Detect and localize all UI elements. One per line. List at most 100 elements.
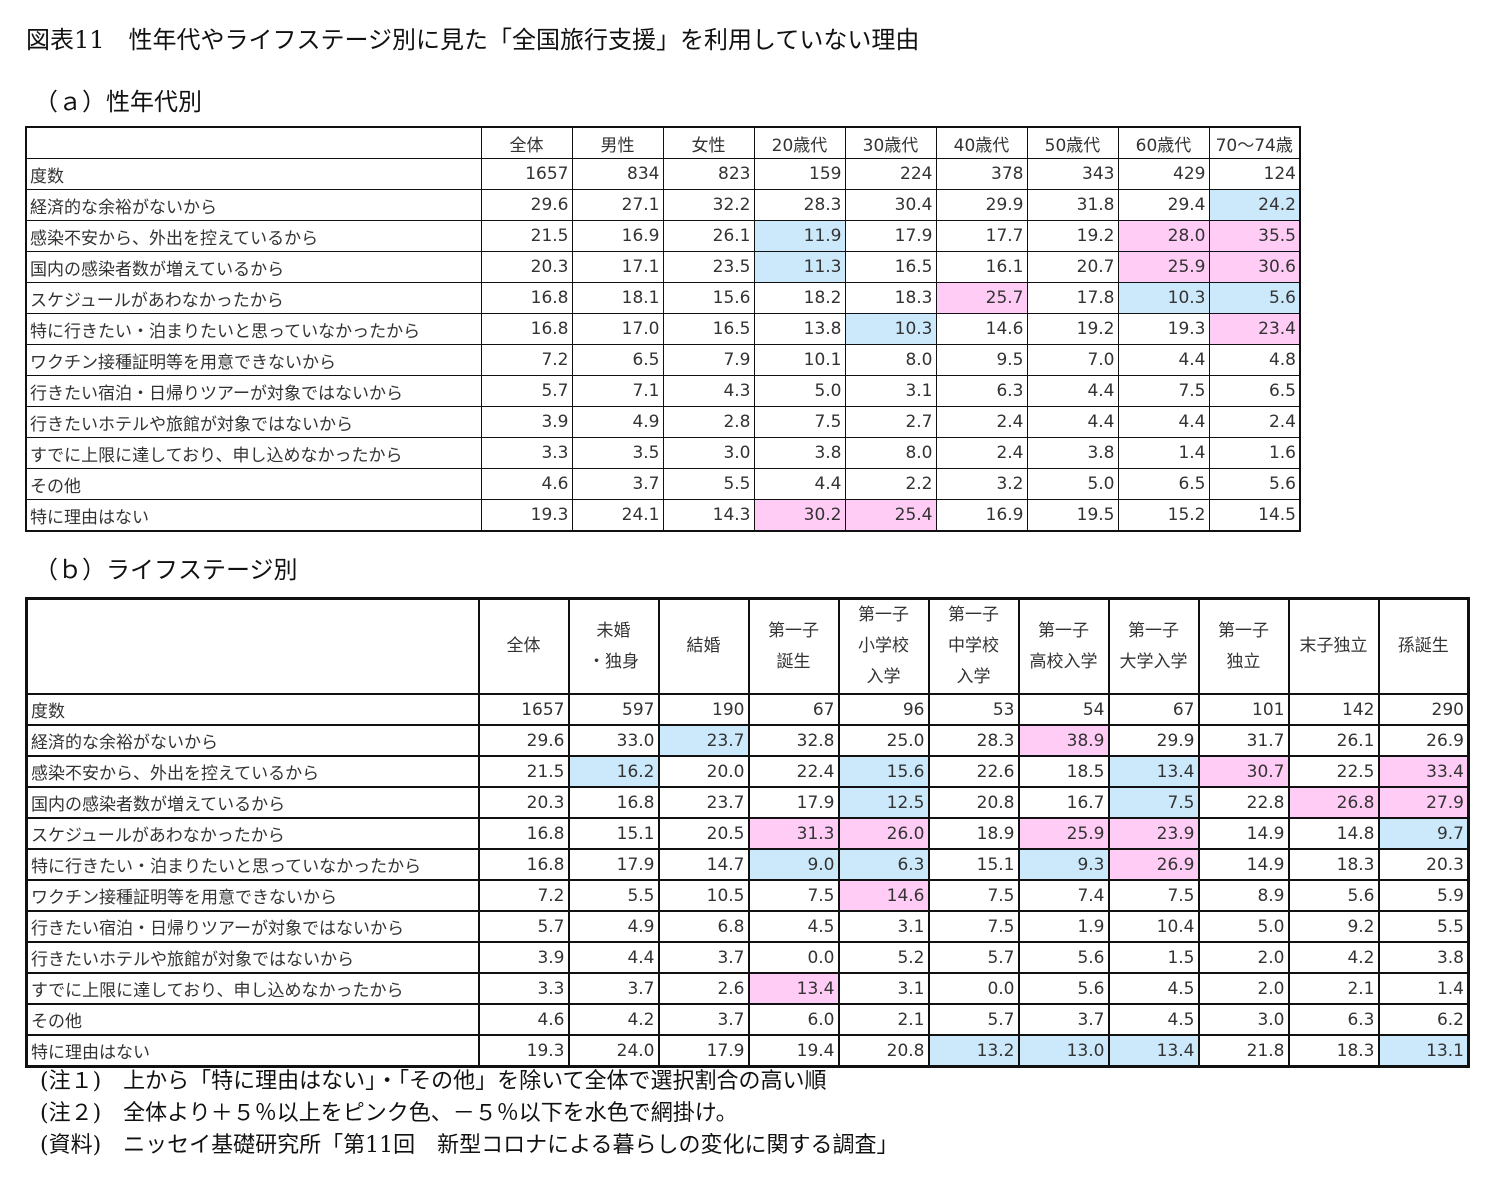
data-cell: 18.9 <box>927 817 1020 850</box>
column-header: 末子独立 <box>1287 597 1380 695</box>
data-cell: 6.3 <box>837 848 930 881</box>
data-cell: 16.9 <box>935 499 1028 532</box>
data-cell: 429 <box>1117 158 1210 190</box>
column-header: 男性 <box>571 126 664 159</box>
data-cell: 4.8 <box>1208 344 1301 376</box>
data-cell: 9.7 <box>1377 817 1470 850</box>
table-row: 特に理由はない 19.3 24.1 14.3 30.2 25.4 16.9 19.5 15.2 1… <box>25 499 1301 532</box>
data-cell: 7.5 <box>1117 375 1210 407</box>
data-cell: 4.6 <box>477 1003 570 1036</box>
data-cell: 0.0 <box>747 941 840 974</box>
data-cell: 67 <box>1107 693 1200 726</box>
row-label: 行きたいホテルや旅館が対象ではないから <box>25 406 482 438</box>
data-cell: 26.1 <box>662 220 755 252</box>
footnotes: (注１) 上から「特に理由はない」・「その他」を除いて全体で選択割合の高い順 (… <box>40 1066 899 1162</box>
data-cell: 22.6 <box>927 755 1020 788</box>
row-label: スケジュールがあわなかったから <box>25 282 482 314</box>
column-header: 女性 <box>662 126 755 159</box>
column-header: 60歳代 <box>1117 126 1210 159</box>
table-by-life-stage: 全体 未婚 ・独身 結婚 第一子 誕生 第一子 小学校 入学 第一子 中学校 入学 第一子 高校入学 第一子… <box>25 597 1470 1068</box>
table-row: 経済的な余裕がないから 29.6 27.1 32.2 28.3 30.4 29.9 31.8 2… <box>25 189 1301 221</box>
data-cell: 24.2 <box>1208 189 1301 221</box>
data-cell: 16.2 <box>567 755 660 788</box>
data-cell: 4.3 <box>662 375 755 407</box>
data-cell: 5.5 <box>662 468 755 500</box>
column-header: 結婚 <box>657 597 750 695</box>
data-cell: 16.8 <box>480 313 573 345</box>
data-cell: 6.3 <box>1287 1003 1380 1036</box>
data-cell: 29.9 <box>935 189 1028 221</box>
data-cell: 17.9 <box>567 848 660 881</box>
data-cell: 1657 <box>480 158 573 190</box>
data-cell: 0.0 <box>927 972 1020 1005</box>
data-cell: 834 <box>571 158 664 190</box>
data-cell: 29.6 <box>477 724 570 757</box>
data-cell: 15.6 <box>837 755 930 788</box>
data-cell: 5.5 <box>1377 910 1470 943</box>
row-label: 特に行きたい・泊まりたいと思っていなかったから <box>25 848 480 881</box>
data-cell: 7.2 <box>480 344 573 376</box>
data-cell: 3.0 <box>1197 1003 1290 1036</box>
table-row: 行きたい宿泊・日帰りツアーが対象ではないから 5.7 4.9 6.8 4.5 3.1 7.5… <box>25 910 1470 943</box>
table-row: 度数 1657 834 823 159 224 378 343 429 124 <box>25 158 1301 190</box>
data-cell: 13.8 <box>753 313 846 345</box>
row-label: ワクチン接種証明等を用意できないから <box>25 879 480 912</box>
data-cell: 22.8 <box>1197 786 1290 819</box>
data-cell: 8.0 <box>844 437 937 469</box>
table-row: その他 4.6 4.2 3.7 6.0 2.1 5.7 3.7 4.5 3.0 6.3 6.2 <box>25 1003 1470 1036</box>
data-cell: 22.4 <box>747 755 840 788</box>
column-header: 70～74歳 <box>1208 126 1301 159</box>
table-row: 国内の感染者数が増えているから 20.3 17.1 23.5 11.3 16.5 16.1 2… <box>25 251 1301 283</box>
data-cell: 15.6 <box>662 282 755 314</box>
data-cell: 16.7 <box>1017 786 1110 819</box>
data-cell: 23.4 <box>1208 313 1301 345</box>
data-cell: 4.4 <box>1117 406 1210 438</box>
data-cell: 10.4 <box>1107 910 1200 943</box>
data-cell: 18.1 <box>571 282 664 314</box>
table-row: すでに上限に達しており、申し込めなかったから 3.3 3.7 2.6 13.4 3.1 0.… <box>25 972 1470 1005</box>
data-cell: 25.9 <box>1117 251 1210 283</box>
data-cell: 26.0 <box>837 817 930 850</box>
data-cell: 4.4 <box>567 941 660 974</box>
data-cell: 21.5 <box>477 755 570 788</box>
data-cell: 29.9 <box>1107 724 1200 757</box>
data-cell: 2.0 <box>1197 972 1290 1005</box>
data-cell: 1657 <box>477 693 570 726</box>
data-cell: 15.1 <box>567 817 660 850</box>
table-row: 経済的な余裕がないから 29.6 33.0 23.7 32.8 25.0 28.3 38.9 2… <box>25 724 1470 757</box>
data-cell: 2.1 <box>837 1003 930 1036</box>
data-cell: 14.3 <box>662 499 755 532</box>
data-cell: 30.6 <box>1208 251 1301 283</box>
data-cell: 20.3 <box>1377 848 1470 881</box>
data-cell: 3.3 <box>480 437 573 469</box>
data-cell: 1.4 <box>1117 437 1210 469</box>
table-a-header-row: 全体 男性 女性 20歳代 30歳代 40歳代 50歳代 60歳代 70～74歳 <box>25 126 1301 159</box>
data-cell: 3.1 <box>837 910 930 943</box>
data-cell: 9.5 <box>935 344 1028 376</box>
data-cell: 67 <box>747 693 840 726</box>
data-cell: 25.0 <box>837 724 930 757</box>
data-cell: 28.0 <box>1117 220 1210 252</box>
data-cell: 28.3 <box>753 189 846 221</box>
data-cell: 29.4 <box>1117 189 1210 221</box>
data-cell: 18.3 <box>844 282 937 314</box>
data-cell: 21.5 <box>480 220 573 252</box>
data-cell: 6.5 <box>571 344 664 376</box>
table-row: ワクチン接種証明等を用意できないから 7.2 5.5 10.5 7.5 14.6 7.5 7.… <box>25 879 1470 912</box>
data-cell: 6.5 <box>1117 468 1210 500</box>
table-b-header-row: 全体 未婚 ・独身 結婚 第一子 誕生 第一子 小学校 入学 第一子 中学校 入学 第一子 高校入学 第一子… <box>25 597 1470 695</box>
data-cell: 32.2 <box>662 189 755 221</box>
figure-title: 図表11 性年代やライフステージ別に見た「全国旅行支援」を利用していない理由 <box>26 26 920 54</box>
column-header: 全体 <box>480 126 573 159</box>
data-cell: 33.4 <box>1377 755 1470 788</box>
row-label: 国内の感染者数が増えているから <box>25 786 480 819</box>
data-cell: 5.6 <box>1017 941 1110 974</box>
data-cell: 13.1 <box>1377 1034 1470 1068</box>
column-header: 30歳代 <box>844 126 937 159</box>
data-cell: 17.1 <box>571 251 664 283</box>
data-cell: 17.9 <box>657 1034 750 1068</box>
data-cell: 3.7 <box>657 941 750 974</box>
data-cell: 30.7 <box>1197 755 1290 788</box>
data-cell: 5.7 <box>480 375 573 407</box>
data-cell: 4.9 <box>571 406 664 438</box>
